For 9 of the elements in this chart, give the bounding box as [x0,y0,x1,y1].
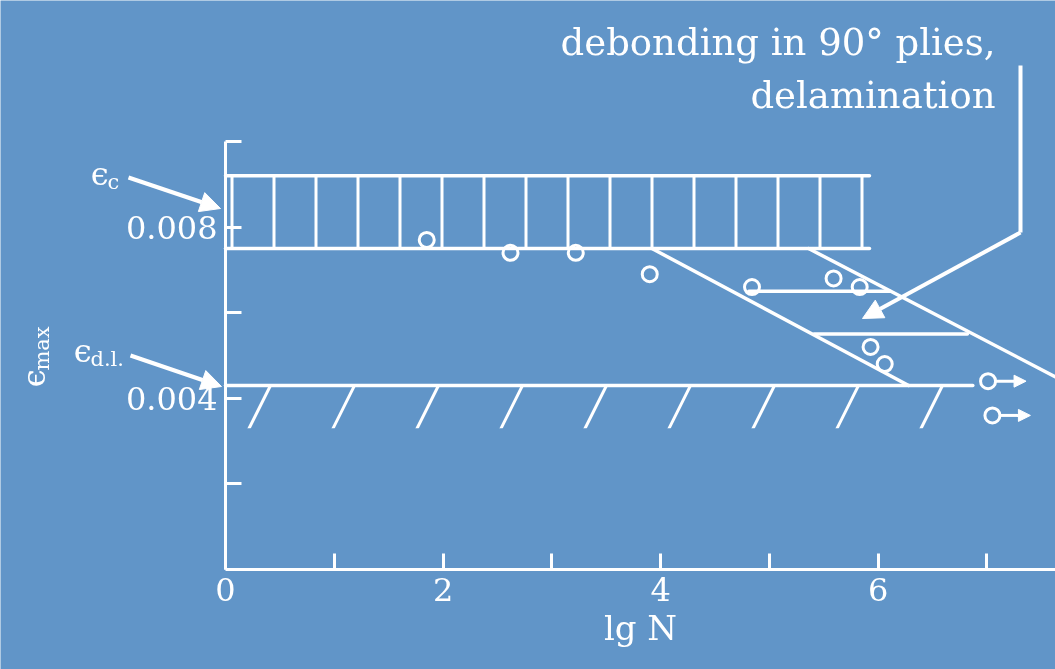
y-tick-label: 0.004 [125,379,218,418]
x-tick-label: 4 [650,570,671,609]
x-axis-title: lg N [603,607,678,648]
y-axis-title: ϵmax [14,326,54,388]
x-tick-label: 0 [215,570,236,609]
x-tick-label: 2 [432,570,454,609]
x-tick-label: 6 [868,570,889,609]
y-tick-label: 0.008 [125,208,218,247]
text: debonding in 90° plies, delamination [560,21,996,117]
